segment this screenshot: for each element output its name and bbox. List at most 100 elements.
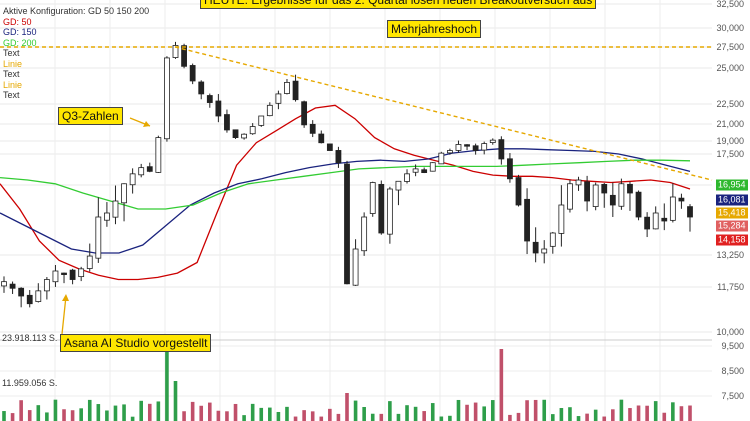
volume-bar [499,349,504,421]
volume-bars [2,349,692,421]
volume-bar [593,409,598,421]
y-tick-label: 22,500 [716,99,744,109]
volume-bar [362,406,366,421]
candle-body [206,95,213,103]
volume-bar [465,404,469,421]
candle-body [455,144,462,151]
legend-item: Text [3,48,20,58]
volume-bar [611,409,615,421]
candle-body [532,241,539,254]
volume-bar [242,415,246,421]
volume-label-max: 23.918.113 S. [2,333,58,343]
candle-body [258,115,265,126]
legend-title: Aktive Konfiguration: GD 50 150 200 [3,6,150,16]
candle-body [146,166,153,172]
candle-body [541,248,548,254]
volume-bar [2,411,6,421]
volume-bar [422,411,426,421]
y-tick-label: 32,500 [716,0,744,9]
volume-bar [70,410,75,421]
candle-body [249,126,256,135]
volume-bar [602,416,607,421]
volume-bar [508,414,512,421]
y-tick-label: 25,000 [716,63,744,73]
candle-body [601,184,608,194]
trend-line [174,46,713,181]
volume-bar [96,404,101,421]
candle-body [275,93,282,104]
volume-bar [568,407,572,421]
volume-bar [173,381,178,421]
volume-bar [439,416,444,421]
candle-body [386,188,393,235]
volume-bar [310,411,315,421]
volume-bar [268,407,272,421]
candle-body [378,183,385,234]
ma-line-1 [0,148,691,254]
candle-body [429,162,436,172]
candle-body [318,133,325,144]
candle-body [112,200,119,218]
volume-bar [62,409,66,421]
volume-bar [36,405,41,421]
volume-bar [87,399,92,421]
candle-body [584,181,590,202]
volume-bar [448,415,452,421]
candle-body [652,212,659,230]
candle-body [618,183,625,207]
candle-body [86,255,93,269]
y-tick-label: 19,000 [716,136,744,146]
volume-bar [533,399,538,421]
volume-bar [405,405,409,421]
volume-bar [225,411,229,421]
volume-bar [628,408,632,421]
candle-body [446,150,453,154]
candle-body [352,248,359,286]
candle-body [284,82,290,94]
volume-bar [345,393,349,421]
y-tick-label: 21,000 [716,119,744,129]
volume-bar [525,400,529,421]
candle-body [301,101,308,126]
candle-body [669,196,676,221]
volume-tick-label: 9,500 [721,341,744,351]
candle-body [104,212,110,221]
volume-bar [688,405,692,421]
asana-arrow-head [62,294,69,301]
candle-body [395,180,402,191]
candle-body [575,179,582,186]
candle-body [232,129,239,138]
volume-bar [482,406,486,421]
volume-bar [370,413,375,421]
volume-bar [302,410,306,421]
candle-body [9,283,16,289]
candle-body [567,183,573,210]
volume-bar [576,416,581,421]
volume-bar [396,413,401,421]
volume-bar [636,405,641,421]
candle-body [558,204,565,234]
volume-label-mid: 11.959.056 S. [2,378,58,388]
volume-bar [671,402,675,421]
price-tag: 15,284 [716,220,748,232]
candle-body [69,269,76,280]
volume-bar [353,400,358,421]
volume-bar [645,405,649,421]
legend-item: GD: 150 [3,27,37,37]
candle-body [95,216,102,259]
candle-body [361,216,368,252]
candle-body [421,169,428,173]
volume-bar [542,399,547,421]
candle-body [164,57,170,140]
candle-body [438,152,445,165]
volume-bar [319,416,324,421]
candle-body [472,145,479,151]
volume-bar [79,408,83,421]
volume-bar [293,416,298,421]
legend-item: Text [3,90,20,100]
volume-bar [473,402,478,421]
candle-body [609,194,616,206]
volume-bar [156,401,161,421]
volume-bar [27,410,32,421]
volume-bar [551,414,555,421]
